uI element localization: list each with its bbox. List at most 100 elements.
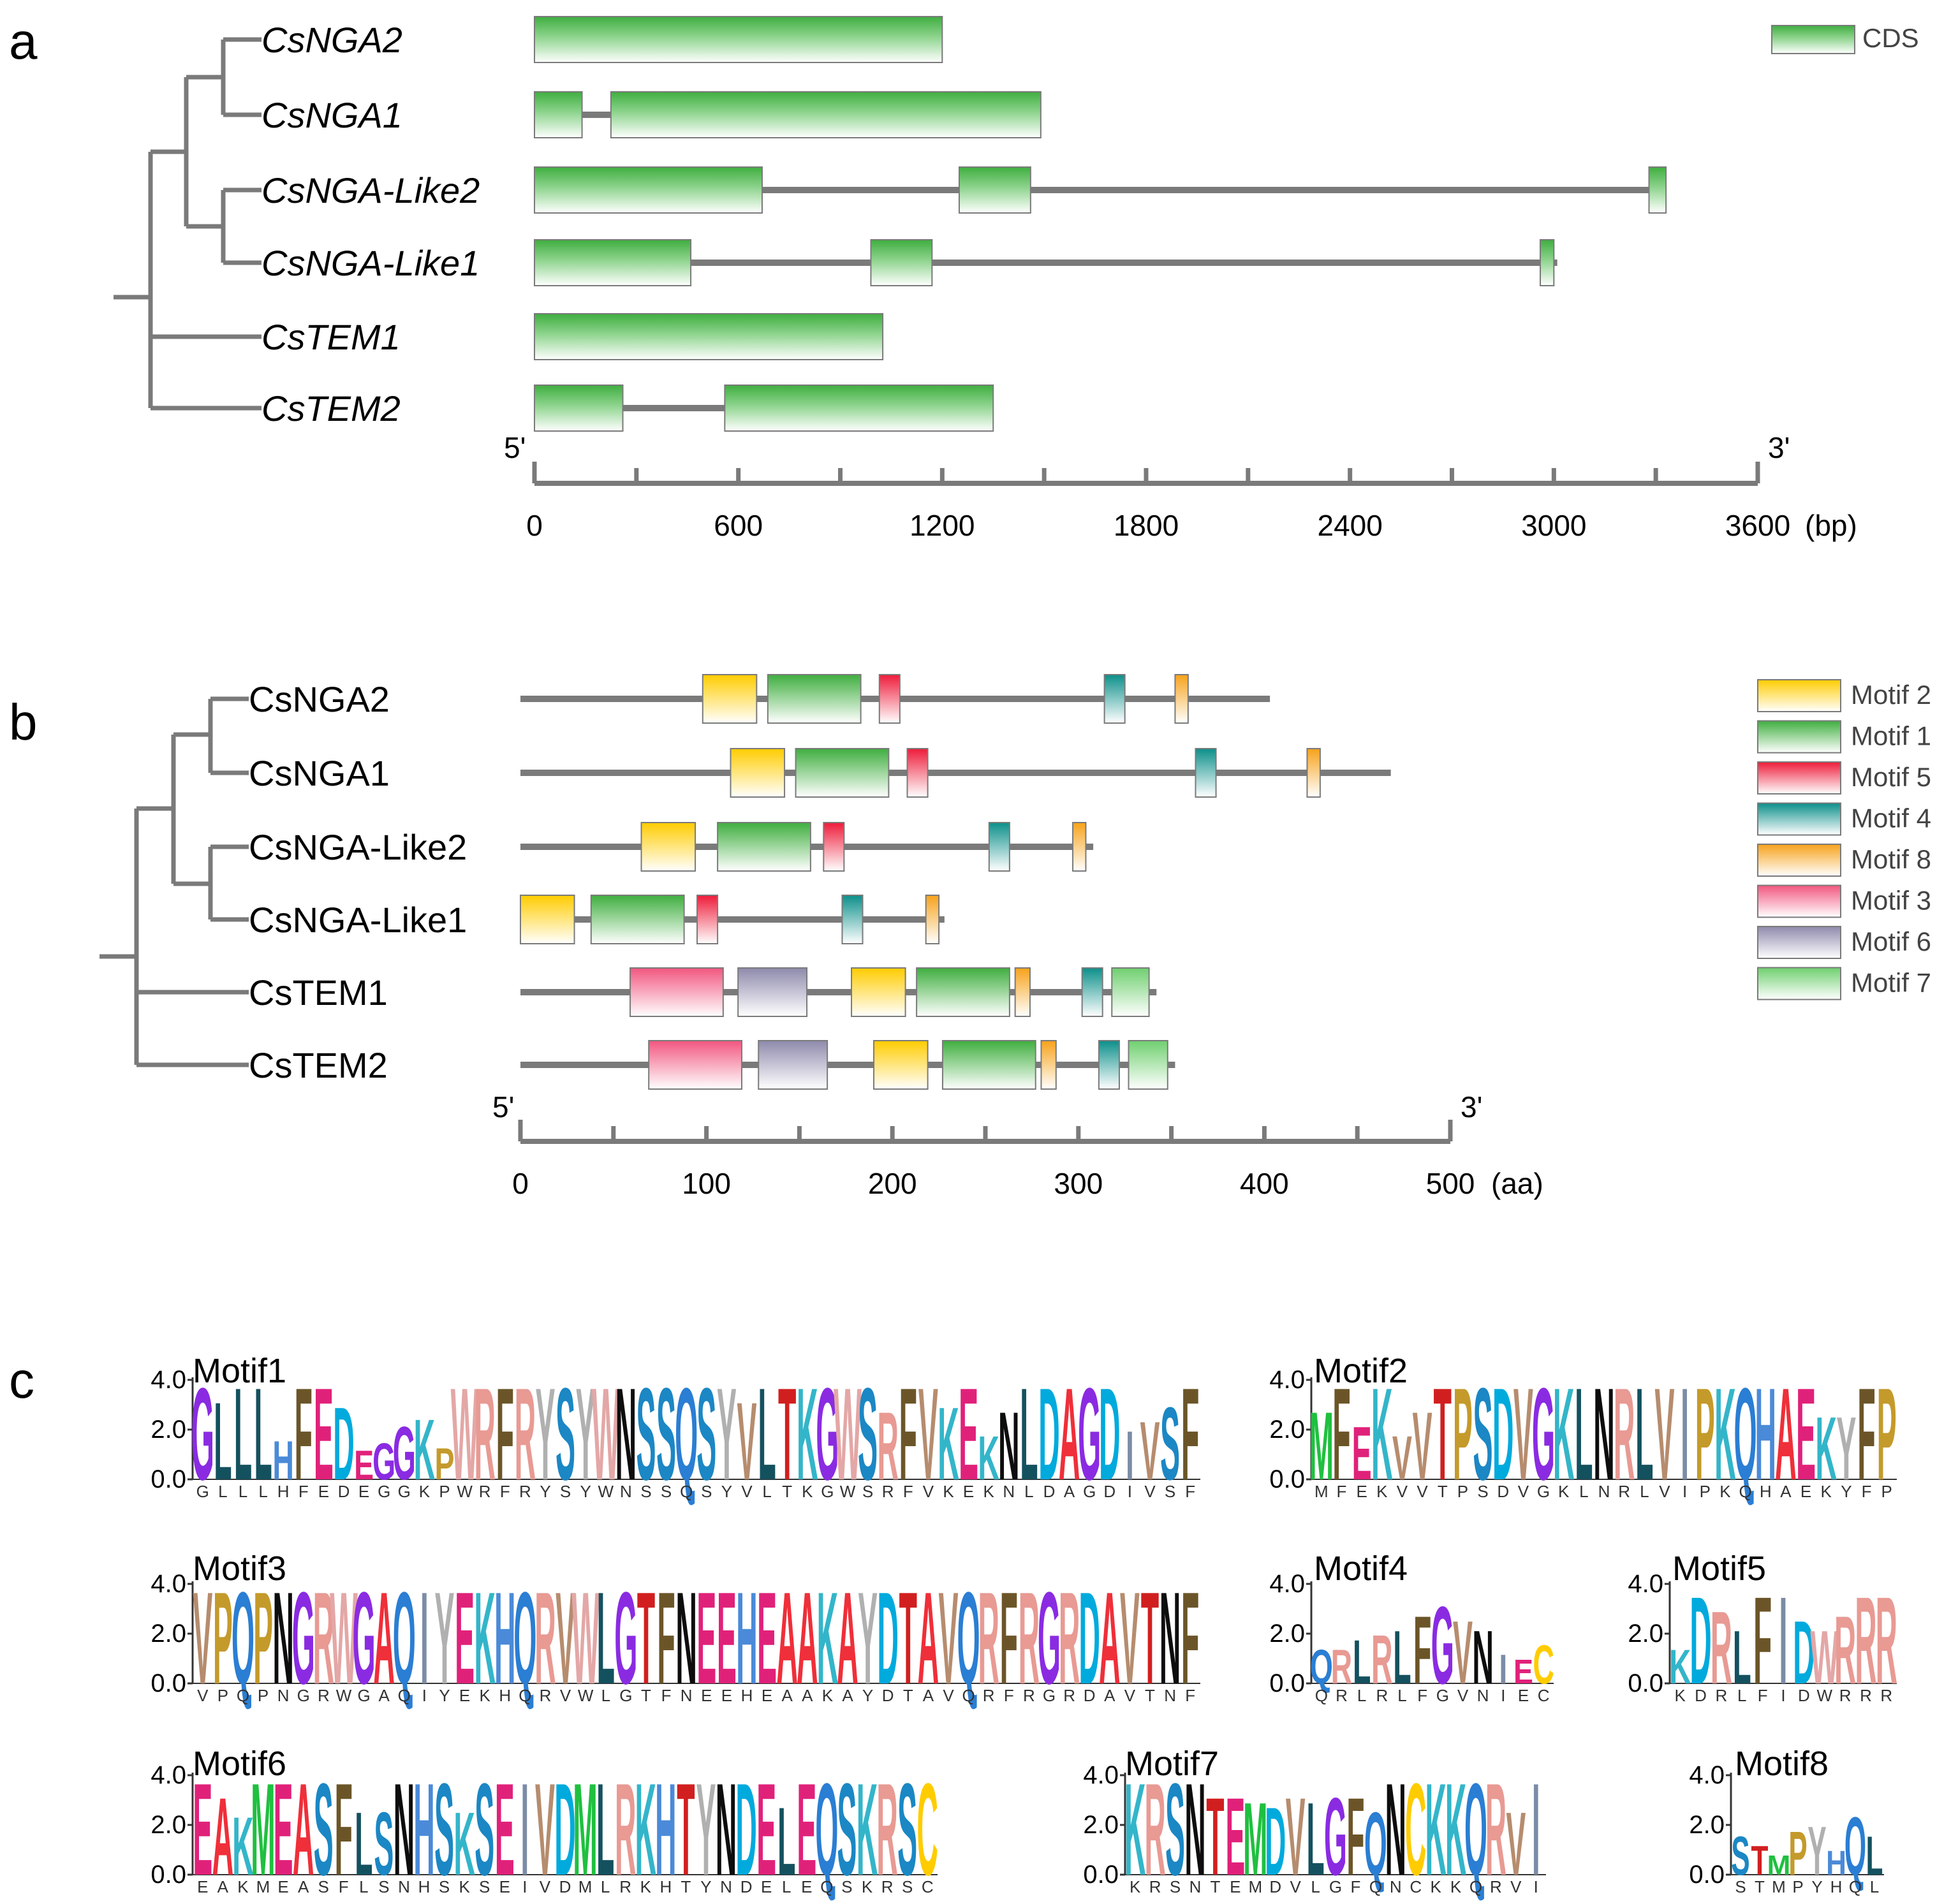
logo-letter: G [372, 1433, 395, 1491]
logo-consensus-letter: F [1004, 1686, 1014, 1705]
motif-8-box [925, 895, 940, 944]
motif-8-box [1174, 674, 1189, 724]
logo-consensus-letter: V [1417, 1482, 1428, 1501]
axis-unit-label: (aa) [1491, 1167, 1543, 1200]
motif-1-box [795, 748, 890, 798]
logo-letter: Q [1464, 1756, 1487, 1903]
logo-letter: P [213, 1565, 233, 1711]
logo-consensus-letter: D [559, 1877, 571, 1896]
logo-letter: D [735, 1756, 757, 1903]
logo-consensus-letter: L [258, 1482, 267, 1501]
logo-consensus-letter: Y [540, 1482, 550, 1501]
motif-legend-label: Motif 5 [1851, 762, 1931, 792]
logo-letter: G [353, 1565, 376, 1711]
protein-motifs-b: CsNGA2 CsNGA1 CsNGA-Like2 CsNGA-Like1 CsTEM1… [249, 674, 1391, 1090]
logo-consensus-letter: D [1798, 1686, 1810, 1705]
logo-consensus-letter: D [740, 1877, 753, 1896]
logo-consensus-letter: L [762, 1482, 771, 1501]
logo-letter: S [897, 1756, 917, 1903]
logo-letter: R [1855, 1572, 1876, 1711]
logo-letter: E [717, 1565, 737, 1711]
motif-2-box [702, 674, 758, 724]
motif-legend-label: Motif 3 [1851, 886, 1931, 916]
logo-letter: E [193, 1756, 212, 1903]
logo-consensus-letter: L [218, 1482, 227, 1501]
logo-letter: A [212, 1775, 234, 1898]
logo-consensus-letter: V [943, 1686, 954, 1705]
logo-consensus-letter: K [1821, 1482, 1832, 1501]
logo-y-tick-label: 4.0 [151, 1570, 186, 1598]
logo-letter: W [834, 1361, 862, 1507]
logo-consensus-letter: K [459, 1877, 470, 1896]
logo-consensus-letter: C [1538, 1686, 1550, 1705]
logo-consensus-letter: M [1314, 1482, 1329, 1501]
logo-consensus-letter: A [1064, 1482, 1075, 1501]
logo-consensus-letter: S [439, 1877, 450, 1896]
axis-tick-label: 3600 [1725, 509, 1790, 542]
logo-letter: R [1059, 1565, 1080, 1711]
logo-consensus-letter: W [1816, 1686, 1832, 1705]
logo-consensus-letter: A [1104, 1686, 1115, 1705]
logo-consensus-letter: M [256, 1877, 270, 1896]
logo-consensus-letter: I [1534, 1877, 1538, 1896]
logo-consensus-letter: R [1023, 1686, 1035, 1705]
logo-consensus-letter: R [1063, 1686, 1075, 1705]
logo-letter: F [496, 1361, 514, 1507]
motif-legend-label: Motif 6 [1851, 926, 1931, 956]
logo-consensus-letter: R [882, 1482, 894, 1501]
axis-end-label: 3' [1461, 1090, 1482, 1124]
logo-y-tick-label: 4.0 [151, 1366, 186, 1394]
protein-label: CsNGA-Like1 [249, 900, 467, 940]
motif-1-box [941, 1040, 1036, 1090]
logo-consensus-letter: V [540, 1877, 551, 1896]
motif-logo-title: Motif6 [193, 1745, 286, 1783]
cds-legend-swatch [1771, 25, 1855, 54]
logo-letter: I [420, 1565, 429, 1711]
gene-label: CsNGA2 [261, 20, 402, 60]
logo-letter: H [736, 1565, 758, 1711]
motif-3-box [648, 1040, 743, 1090]
bp-axis: 0 600 1200 1800 2400 3000 3600 (bp) 5' 3' [504, 431, 1857, 542]
logo-letter: G [816, 1361, 839, 1507]
logo-consensus-letter: D [1497, 1482, 1509, 1501]
logo-consensus-letter: H [1760, 1482, 1772, 1501]
logo-letter: F [1000, 1565, 1018, 1711]
motif-1-box [916, 967, 1010, 1017]
logo-consensus-letter: Y [1811, 1877, 1822, 1896]
cds-exon [610, 91, 1042, 138]
logo-letter: D [1690, 1572, 1711, 1711]
logo-letter: F [1346, 1775, 1364, 1898]
logo-y-tick-label: 0.0 [1628, 1669, 1663, 1697]
logo-letter: H [1826, 1844, 1846, 1882]
logo-consensus-letter: G [378, 1482, 390, 1501]
logo-letter: E [757, 1565, 777, 1711]
motif-5-legend-swatch [1757, 761, 1841, 795]
motif-7-box [1111, 967, 1150, 1017]
logo-letter: K [1425, 1756, 1446, 1903]
logo-letter: E [756, 1756, 776, 1903]
logo-y-tick-label: 4.0 [151, 1761, 186, 1789]
logo-consensus-letter: A [379, 1686, 390, 1705]
logo-consensus-letter: A [782, 1686, 793, 1705]
logo-consensus-letter: V [923, 1482, 934, 1501]
cds-exon [534, 166, 763, 214]
axis-tick-label: 400 [1240, 1167, 1289, 1200]
motif-4-box [1081, 967, 1103, 1017]
logo-letter: R [515, 1361, 536, 1507]
logo-consensus-letter: S [1170, 1877, 1181, 1896]
logo-consensus-letter: A [298, 1877, 309, 1896]
logo-letter: E [1352, 1411, 1372, 1496]
logo-letter: R [474, 1361, 496, 1507]
motif-8-legend-swatch [1757, 844, 1841, 877]
logo-letter: D [1492, 1361, 1514, 1507]
logo-letter: W [451, 1361, 479, 1507]
logo-consensus-letter: T [782, 1482, 792, 1501]
logo-letter: L [1575, 1361, 1593, 1507]
cds-legend: CDS [1771, 23, 1919, 54]
logo-letter: I [1779, 1572, 1787, 1711]
logo-letter: F [657, 1565, 675, 1711]
logo-letter: K [453, 1794, 475, 1894]
